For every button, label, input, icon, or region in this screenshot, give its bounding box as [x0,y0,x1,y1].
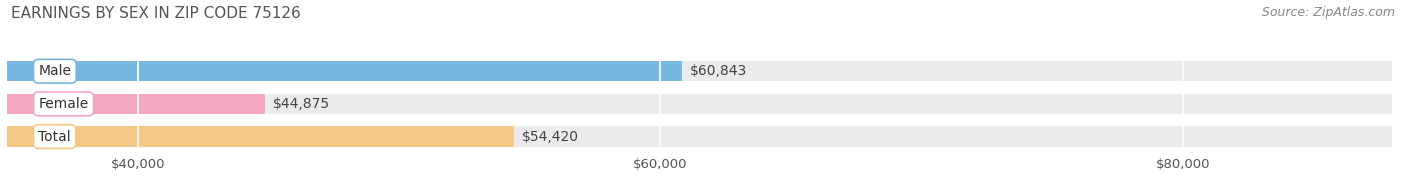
Text: Female: Female [38,97,89,111]
Bar [7,126,1392,147]
Text: Total: Total [38,130,72,143]
Text: Source: ZipAtlas.com: Source: ZipAtlas.com [1261,6,1395,19]
Bar [7,94,1392,114]
Text: $60,843: $60,843 [690,64,748,78]
Bar [7,61,682,81]
Text: $54,420: $54,420 [522,130,579,143]
Text: Male: Male [38,64,72,78]
Bar [7,94,266,114]
Text: EARNINGS BY SEX IN ZIP CODE 75126: EARNINGS BY SEX IN ZIP CODE 75126 [11,6,301,21]
Bar [7,126,515,147]
Bar [7,61,1392,81]
Text: $44,875: $44,875 [273,97,330,111]
